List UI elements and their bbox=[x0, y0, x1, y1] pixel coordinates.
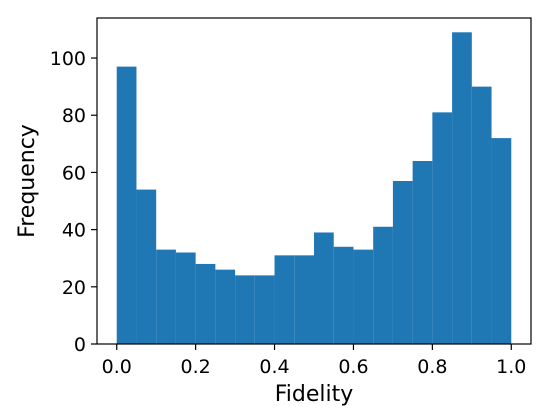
histogram-bar bbox=[175, 252, 196, 344]
x-tick-label: 1.0 bbox=[496, 356, 526, 378]
histogram-bar bbox=[452, 32, 472, 344]
histogram-bar bbox=[353, 249, 374, 344]
histogram-bar bbox=[274, 255, 295, 344]
histogram-bar bbox=[215, 269, 236, 344]
histogram-bar bbox=[156, 249, 176, 344]
histogram-bar bbox=[294, 255, 314, 344]
x-tick-label: 0.2 bbox=[181, 356, 211, 378]
y-tick-label: 40 bbox=[62, 220, 86, 242]
histogram-bar bbox=[373, 226, 393, 344]
histogram-bar bbox=[471, 86, 492, 344]
y-tick-label: 60 bbox=[62, 162, 86, 184]
histogram-bar bbox=[412, 160, 433, 344]
histogram-bar bbox=[254, 275, 275, 344]
histogram-bar bbox=[116, 66, 137, 344]
y-tick-label: 80 bbox=[62, 105, 86, 127]
x-tick-label: 0.6 bbox=[338, 356, 368, 378]
y-tick-label: 0 bbox=[74, 334, 86, 356]
y-tick-label: 100 bbox=[50, 48, 86, 70]
histogram-bar bbox=[392, 181, 413, 344]
bars-layer bbox=[116, 32, 512, 344]
histogram-bar bbox=[235, 275, 255, 344]
histogram-bar bbox=[195, 263, 216, 344]
histogram-bar bbox=[136, 189, 157, 344]
y-axis: 0 20 40 60 80 100 bbox=[50, 48, 97, 356]
x-tick-label: 0.0 bbox=[102, 356, 132, 378]
x-axis: 0.0 0.2 0.4 0.6 0.8 1.0 bbox=[102, 344, 526, 378]
y-axis-label: Frequency bbox=[15, 124, 40, 238]
plot-frame bbox=[96, 17, 532, 345]
histogram-bar bbox=[432, 112, 453, 344]
y-tick-label: 20 bbox=[62, 277, 86, 299]
histogram-bar bbox=[491, 138, 512, 344]
histogram-bar bbox=[314, 232, 334, 344]
x-tick-label: 0.8 bbox=[417, 356, 447, 378]
histogram-bar bbox=[333, 246, 354, 344]
x-axis-label: Fidelity bbox=[275, 382, 354, 407]
x-tick-label: 0.4 bbox=[259, 356, 289, 378]
